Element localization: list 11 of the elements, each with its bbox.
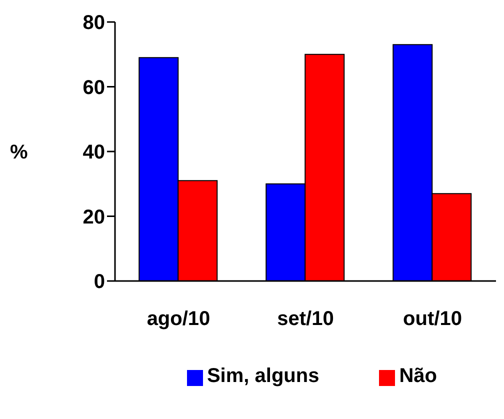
y-tick-label: 20 [82,206,105,228]
x-tick-label: set/10 [277,308,334,330]
legend-label: Não [399,365,438,387]
y-tick-label: 60 [82,76,105,99]
y-axis-title: % [10,142,28,164]
legend-label: Sim, alguns [206,365,320,387]
x-tick-label: ago/10 [146,308,210,330]
y-tick-label: 80 [82,12,105,34]
x-tick-label: out/10 [403,308,462,330]
y-tick-label: 40 [82,142,105,164]
y-tick-label: 0 [94,271,105,294]
